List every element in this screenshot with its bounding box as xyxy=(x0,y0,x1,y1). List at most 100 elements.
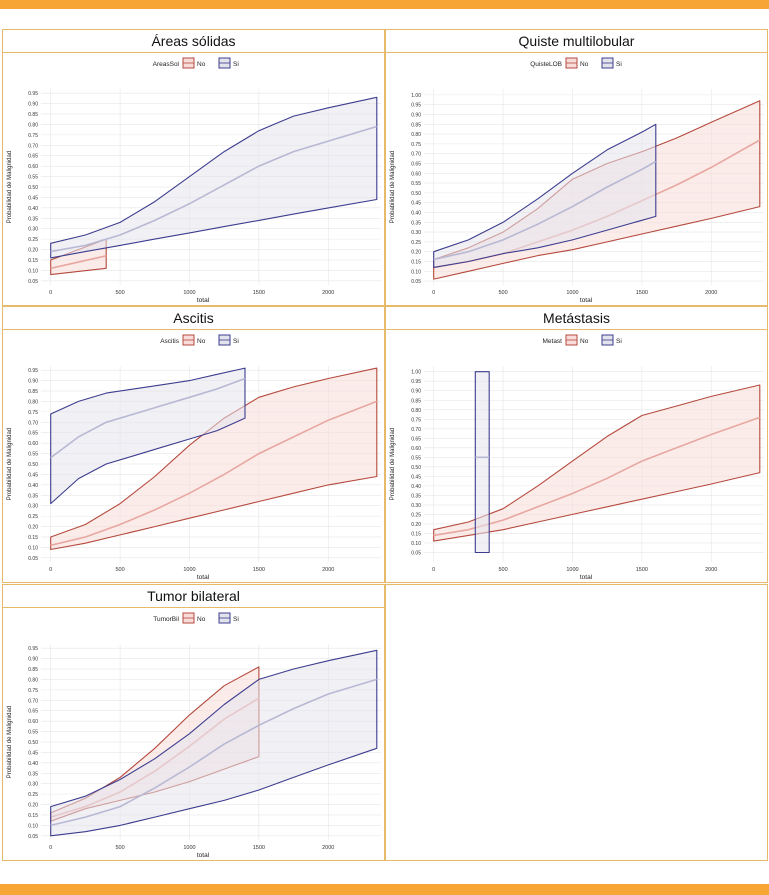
band-no xyxy=(433,384,761,542)
panel-tumor-bilateral: Tumor bilateral TumorBil No Si 0.05 0.10 0.15… xyxy=(2,584,385,861)
y-axis-label: Probabilidad de Malignidad xyxy=(7,428,13,500)
y-tick-label: 0.05 xyxy=(411,550,421,556)
y-tick-label: 0.95 xyxy=(411,379,421,385)
y-tick-label: 0.75 xyxy=(411,142,421,148)
x-tick-label: 1000 xyxy=(566,290,578,296)
y-tick-label: 0.25 xyxy=(28,792,38,798)
x-tick-label: 0 xyxy=(432,290,435,296)
y-tick-label: 0.25 xyxy=(411,512,421,518)
y-tick-label: 0.90 xyxy=(28,657,38,663)
mean-line-si xyxy=(50,678,378,827)
y-tick-label: 0.70 xyxy=(28,143,38,149)
legend-title: Ascitis xyxy=(160,338,180,345)
x-axis-label: total xyxy=(197,297,210,304)
x-tick-label: 2000 xyxy=(705,567,717,573)
y-tick-label: 0.25 xyxy=(28,514,38,520)
panel-ascitis: Ascitis Ascitis No Si 0.05 0.10 0.15 0.20 0.25 0… xyxy=(2,306,385,583)
y-tick-label: 0.55 xyxy=(28,452,38,458)
legend-label-si: Si xyxy=(616,61,622,68)
x-tick-label: 500 xyxy=(499,290,508,296)
x-tick-label: 1500 xyxy=(636,567,648,573)
legend: AreasSol No Si xyxy=(153,57,239,69)
y-tick-label: 0.65 xyxy=(411,436,421,442)
y-tick-label: 0.80 xyxy=(28,677,38,683)
y-tick-label: 0.80 xyxy=(411,408,421,414)
y-tick-label: 0.50 xyxy=(411,465,421,471)
legend-label-no: No xyxy=(197,61,206,68)
y-tick-label: 0.80 xyxy=(28,122,38,128)
chart-metastasis: Metast No Si 0.05 0.10 0.15 0.20 0.25 0.30 0.35 0.… xyxy=(390,334,764,581)
y-tick-label: 0.65 xyxy=(28,431,38,437)
y-tick-label: 0.80 xyxy=(28,399,38,405)
y-tick-label: 0.20 xyxy=(28,248,38,254)
y-tick-label: 0.50 xyxy=(411,191,421,197)
y-tick-label: 0.95 xyxy=(28,646,38,652)
y-tick-label: 0.90 xyxy=(28,102,38,108)
y-tick-label: 0.35 xyxy=(411,493,421,499)
legend-label-no: No xyxy=(580,338,589,345)
y-tick-label: 0.75 xyxy=(28,133,38,139)
y-axis-label: Probabilidad de Malignidad xyxy=(390,151,396,223)
legend-title: QuisteLOB xyxy=(530,61,562,68)
y-tick-label: 0.45 xyxy=(28,750,38,756)
top-accent-bar xyxy=(0,0,769,9)
y-tick-label: 0.90 xyxy=(28,379,38,385)
y-tick-label: 0.35 xyxy=(28,493,38,499)
x-tick-label: 1500 xyxy=(636,290,648,296)
y-tick-label: 0.90 xyxy=(411,112,421,118)
x-axis-label: total xyxy=(580,574,593,581)
x-axis-label: total xyxy=(197,574,210,581)
panel-title: Tumor bilateral xyxy=(3,585,384,608)
y-tick-label: 0.70 xyxy=(411,152,421,158)
y-tick-label: 0.45 xyxy=(28,472,38,478)
y-tick-label: 0.05 xyxy=(411,279,421,285)
y-tick-label: 0.60 xyxy=(28,164,38,170)
legend-label-si: Si xyxy=(233,338,239,345)
panel-metastasis: Metástasis Metast No Si 0.05 0.10 0.15 0.20 0.2… xyxy=(385,306,768,583)
x-tick-label: 0 xyxy=(49,845,52,851)
y-tick-label: 0.75 xyxy=(411,417,421,423)
panel-title: Ascitis xyxy=(3,307,384,330)
y-tick-label: 0.50 xyxy=(28,740,38,746)
y-tick-label: 0.20 xyxy=(411,250,421,256)
mean-line-si xyxy=(433,160,657,261)
panel-areas-solidas: Áreas sólidas AreasSol No Si 0.05 0.10 0.15 0.… xyxy=(2,29,385,306)
y-tick-label: 0.85 xyxy=(411,398,421,404)
x-tick-label: 2000 xyxy=(705,290,717,296)
y-tick-label: 0.75 xyxy=(28,688,38,694)
x-tick-label: 2000 xyxy=(322,845,334,851)
mean-line-si xyxy=(50,377,246,459)
band-no xyxy=(50,367,378,551)
y-tick-label: 0.60 xyxy=(411,171,421,177)
y-tick-label: 0.15 xyxy=(411,531,421,537)
x-axis-label: total xyxy=(197,852,210,859)
y-tick-label: 0.95 xyxy=(28,368,38,374)
y-tick-label: 0.10 xyxy=(411,541,421,547)
y-tick-label: 0.35 xyxy=(28,216,38,222)
mean-line-no xyxy=(50,255,107,270)
y-tick-label: 0.40 xyxy=(411,210,421,216)
y-tick-label: 0.25 xyxy=(28,237,38,243)
y-tick-label: 0.90 xyxy=(411,389,421,395)
y-tick-label: 0.50 xyxy=(28,462,38,468)
legend-label-si: Si xyxy=(233,616,239,623)
y-tick-label: 0.55 xyxy=(411,455,421,461)
legend-title: TumorBil xyxy=(153,616,179,623)
chart-tumor-bilateral: TumorBil No Si 0.05 0.10 0.15 0.20 0.25 0.30 0.35… xyxy=(7,612,381,859)
y-tick-label: 0.40 xyxy=(28,206,38,212)
series-no xyxy=(50,367,378,551)
mean-line-no xyxy=(50,400,378,547)
chart-ascitis: Ascitis No Si 0.05 0.10 0.15 0.20 0.25 0.30 0.35 0… xyxy=(7,334,381,581)
x-tick-label: 1500 xyxy=(253,290,265,296)
legend-label-no: No xyxy=(197,616,206,623)
legend: Ascitis No Si xyxy=(160,334,239,346)
y-tick-label: 0.20 xyxy=(411,522,421,528)
x-tick-label: 500 xyxy=(116,290,125,296)
legend: Metast No Si xyxy=(542,334,622,346)
x-tick-label: 1000 xyxy=(183,567,195,573)
x-tick-label: 1000 xyxy=(566,567,578,573)
y-tick-label: 0.70 xyxy=(411,427,421,433)
y-tick-label: 0.55 xyxy=(28,175,38,181)
y-tick-label: 0.60 xyxy=(411,446,421,452)
x-tick-label: 0 xyxy=(432,567,435,573)
